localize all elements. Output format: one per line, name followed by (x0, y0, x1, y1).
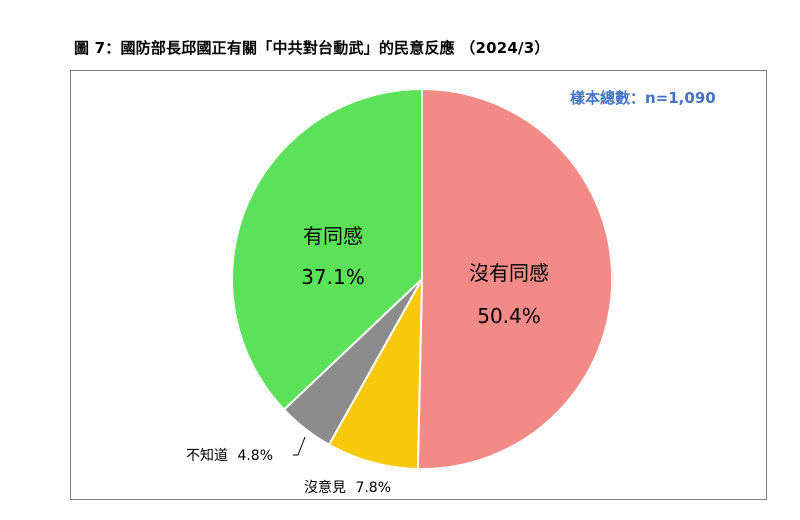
undecided-label: 沒意見 7.8% (304, 479, 391, 496)
dont-know-leader-line (293, 436, 306, 456)
undecided-name: 沒意見 (304, 479, 346, 496)
dont-know-name: 不知道 (186, 447, 228, 464)
agree-label: 有同感 (303, 224, 363, 248)
sample-size-label: 樣本總數：n=1,090 (570, 89, 716, 107)
undecided-value: 7.8% (355, 480, 391, 496)
disagree-value-label: 50.4% (477, 304, 541, 328)
chart-frame (70, 70, 767, 500)
agree-value-label: 37.1% (301, 265, 365, 289)
pie-slices (231, 87, 614, 470)
pie-slice-disagree (416, 87, 614, 470)
disagree-label: 沒有同感 (469, 261, 549, 285)
chart-title: 圖 7：國防部長邱國正有關「中共對台動武」的民意反應 （2024/3） (74, 39, 550, 57)
dont-know-label: 不知道 4.8% (186, 447, 273, 464)
pie-slice-agree (231, 87, 423, 412)
dont-know-value: 4.8% (237, 448, 273, 464)
pie-slice-undecided (327, 278, 423, 470)
